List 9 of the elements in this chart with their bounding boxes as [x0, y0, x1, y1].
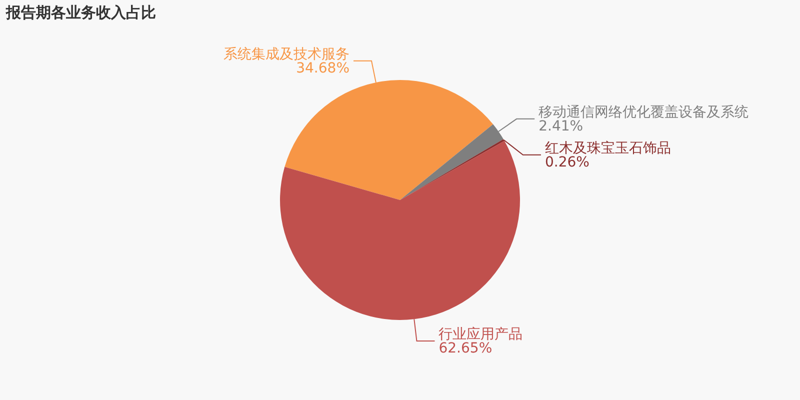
data-label: 34.68% [296, 60, 350, 77]
slice-label: 行业应用产品 [438, 326, 523, 343]
text: 报告期各业务收入占比 [5, 3, 156, 22]
slice-label: 移动通信网络优化覆盖设备及系统 [538, 104, 749, 121]
slice-label: 系统集成及技术服务 [224, 46, 350, 63]
data-label: 0.26% [544, 154, 590, 171]
data-label: 62.65% [438, 340, 492, 357]
data-label: 2.41% [538, 118, 584, 135]
slice-label: 红木及珠宝玉石饰品 [544, 140, 671, 157]
